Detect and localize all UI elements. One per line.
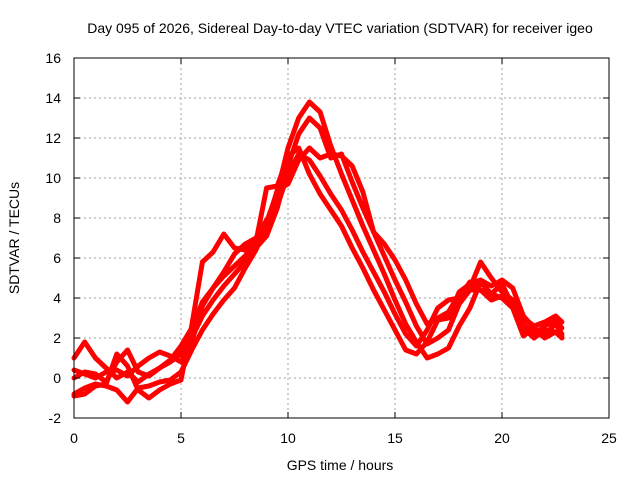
axis-ticks <box>73 57 610 419</box>
x-tick-label: 20 <box>494 430 510 446</box>
y-tick-label: 12 <box>45 130 61 146</box>
chart-title: Day 095 of 2026, Sidereal Day-to-day VTE… <box>87 20 593 36</box>
y-tick-label: 10 <box>45 170 61 186</box>
tick-labels: 0 5 10 15 20 25 -2 0 2 4 6 8 10 12 14 16 <box>45 50 617 446</box>
series-line-track-a <box>71 99 565 385</box>
y-axis-label: SDTVAR / TECUs <box>6 182 22 294</box>
x-tick-label: 0 <box>70 430 78 446</box>
series-line-track-c <box>71 145 565 405</box>
y-tick-label: 8 <box>53 210 61 226</box>
x-tick-label: 25 <box>601 430 617 446</box>
y-tick-label: 16 <box>45 50 61 66</box>
x-tick-label: 10 <box>280 430 296 446</box>
plot-frame <box>73 57 610 419</box>
y-tick-label: 4 <box>53 290 61 306</box>
x-tick-label: 5 <box>177 430 185 446</box>
gridlines <box>74 58 609 418</box>
y-tick-label: -2 <box>49 410 62 426</box>
y-tick-label: 0 <box>53 370 61 386</box>
y-tick-label: 2 <box>53 330 61 346</box>
x-axis-label: GPS time / hours <box>287 457 394 473</box>
y-tick-label: 14 <box>45 90 61 106</box>
series-line-track-d <box>71 145 565 401</box>
y-tick-label: 6 <box>53 250 61 266</box>
series-line-track-e <box>71 151 565 381</box>
series-group <box>71 99 565 405</box>
x-tick-label: 15 <box>387 430 403 446</box>
